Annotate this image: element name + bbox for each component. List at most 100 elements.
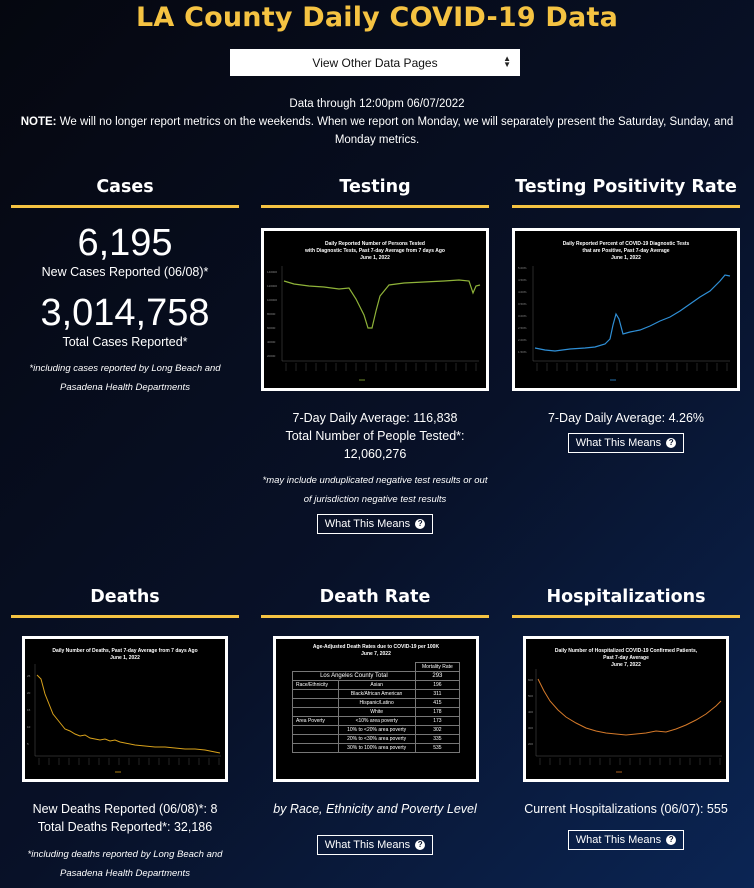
deaths-chart-title-2: June 1, 2022 bbox=[110, 655, 140, 661]
testing-header: Testing bbox=[261, 177, 489, 208]
row-label: Asian bbox=[337, 680, 416, 690]
svg-text:20: 20 bbox=[27, 691, 31, 695]
cases-header: Cases bbox=[11, 177, 239, 208]
question-circle-icon: ? bbox=[666, 835, 677, 846]
death-rate-total-value: 293 bbox=[414, 671, 461, 681]
group-label bbox=[292, 734, 339, 744]
testing-chart-title-3: June 1, 2022 bbox=[360, 255, 390, 261]
deaths-header: Deaths bbox=[11, 587, 239, 618]
deaths-series-line bbox=[36, 674, 221, 754]
question-circle-icon: ? bbox=[666, 438, 677, 449]
group-label: Race/Ethnicity bbox=[292, 680, 339, 690]
svg-text:5: 5 bbox=[27, 742, 29, 746]
svg-text:10: 10 bbox=[27, 725, 31, 729]
positivity-y-ticks: 5.00% 4.50% 4.00% 3.50% 3.00% 2.50% 2.00% 1.50… bbox=[518, 266, 527, 354]
testing-average: 7-Day Daily Average: 116,838 bbox=[292, 411, 458, 425]
svg-text:2.50%: 2.50% bbox=[518, 326, 527, 330]
deaths-y-ticks: 25 20 15 10 5 bbox=[27, 674, 31, 746]
deaths-stats: New Deaths Reported (06/08)*: 8 Total De… bbox=[11, 800, 239, 883]
hosp-what-this-means-button[interactable]: What This Means ? bbox=[567, 830, 685, 850]
svg-text:4.00%: 4.00% bbox=[518, 290, 527, 294]
testing-footnote: *may include unduplicated negative test … bbox=[262, 475, 488, 505]
positivity-x-ticks bbox=[536, 363, 728, 371]
row-label: 30% to 100% area poverty bbox=[337, 743, 416, 753]
button-label: What This Means bbox=[575, 437, 662, 449]
svg-text:40000: 40000 bbox=[267, 340, 276, 344]
svg-text:1.50%: 1.50% bbox=[518, 350, 527, 354]
death-rate-col-header: Mortality Rate bbox=[414, 662, 461, 672]
row-value: 335 bbox=[414, 734, 461, 744]
death-rate-header: Death Rate bbox=[261, 587, 489, 618]
positivity-chart-title-1: Daily Reported Percent of COVID-19 Diagn… bbox=[563, 241, 690, 247]
positivity-chart-title-2: that are Positive, Past 7-day Average bbox=[582, 248, 669, 254]
deaths-chart[interactable]: Daily Number of Deaths, Past 7-day Avera… bbox=[22, 636, 228, 782]
row-label: 10% to <20% area poverty bbox=[337, 725, 416, 735]
svg-text:200: 200 bbox=[528, 742, 533, 746]
row-value: 415 bbox=[414, 698, 461, 708]
positivity-what-this-means-button[interactable]: What This Means ? bbox=[567, 433, 685, 453]
svg-text:100000: 100000 bbox=[267, 298, 277, 302]
select-label: View Other Data Pages bbox=[312, 55, 438, 70]
group-label: Area Poverty bbox=[292, 716, 339, 726]
hospitalizations-chart[interactable]: Daily Number of Hospitalized COVID-19 Co… bbox=[523, 636, 729, 782]
death-rate-what-this-means-button[interactable]: What This Means ? bbox=[316, 835, 434, 855]
total-cases-label: Total Cases Reported* bbox=[62, 335, 188, 349]
testing-what-this-means-button[interactable]: What This Means ? bbox=[316, 514, 434, 534]
death-rate-total-label: Los Angeles County Total bbox=[292, 671, 416, 681]
new-cases-label: New Cases Reported (06/08)* bbox=[41, 265, 209, 279]
group-label bbox=[292, 743, 339, 753]
group-label bbox=[292, 698, 339, 708]
svg-text:80000: 80000 bbox=[267, 312, 276, 316]
sort-arrows-icon: ▲ ▼ bbox=[503, 54, 511, 69]
deaths-footnote: *including deaths reported by Long Beach… bbox=[27, 849, 223, 879]
testing-section: Testing bbox=[261, 177, 489, 208]
positivity-chart[interactable]: Daily Reported Percent of COVID-19 Diagn… bbox=[512, 228, 740, 391]
death-rate-table-chart[interactable]: Age-Adjusted Death Rates due to COVID-19… bbox=[273, 636, 479, 782]
row-label: Black/African American bbox=[337, 689, 416, 699]
testing-series-line bbox=[283, 279, 481, 329]
data-pages-select[interactable]: View Other Data Pages ▲ ▼ bbox=[230, 49, 520, 76]
cases-section: Cases 6,195 New Cases Reported (06/08)* … bbox=[11, 177, 239, 397]
row-label: Hispanic/Latino bbox=[337, 698, 416, 708]
hospitalizations-header: Hospitalizations bbox=[512, 587, 740, 618]
note-label: NOTE: bbox=[20, 116, 57, 128]
row-label: 20% to <30% area poverty bbox=[337, 734, 416, 744]
testing-y-ticks: 140000 120000 100000 80000 60000 40000 20000 bbox=[267, 270, 277, 358]
note-text: We will no longer report metrics on the … bbox=[56, 116, 734, 146]
death-rate-title-2: June 7, 2022 bbox=[361, 651, 391, 657]
testing-total-label: Total Number of People Tested*: bbox=[285, 429, 465, 443]
group-label bbox=[292, 689, 339, 699]
row-value: 178 bbox=[414, 707, 461, 717]
group-label bbox=[292, 725, 339, 735]
question-circle-icon: ? bbox=[415, 840, 426, 851]
row-value: 196 bbox=[414, 680, 461, 690]
svg-text:5.00%: 5.00% bbox=[518, 266, 527, 270]
hospitalizations-section: Hospitalizations bbox=[512, 587, 740, 618]
svg-text:120000: 120000 bbox=[267, 284, 277, 288]
svg-text:600: 600 bbox=[528, 678, 533, 682]
svg-text:140000: 140000 bbox=[267, 270, 277, 274]
deaths-x-ticks bbox=[38, 758, 220, 765]
row-value: 311 bbox=[414, 689, 461, 699]
hosp-series-line bbox=[537, 678, 722, 736]
testing-chart[interactable]: Daily Reported Number of Persons Tested … bbox=[261, 228, 489, 391]
positivity-header: Testing Positivity Rate bbox=[512, 177, 740, 208]
button-label: What This Means bbox=[575, 834, 662, 846]
row-value: 173 bbox=[414, 716, 461, 726]
testing-chart-title-2: with Diagnostic Tests, Past 7-day Averag… bbox=[304, 248, 445, 254]
hosp-y-ticks: 600 500 400 300 200 bbox=[528, 678, 533, 746]
row-value: 535 bbox=[414, 743, 461, 753]
hospitalizations-stats: Current Hospitalizations (06/07): 555 Wh… bbox=[512, 800, 740, 850]
testing-total-value: 12,060,276 bbox=[343, 447, 407, 461]
deaths-chart-title-1: Daily Number of Deaths, Past 7-day Avera… bbox=[52, 648, 197, 654]
svg-text:400: 400 bbox=[528, 710, 533, 714]
row-value: 302 bbox=[414, 725, 461, 735]
total-cases-value: 3,014,758 bbox=[40, 292, 210, 334]
svg-text:20000: 20000 bbox=[267, 354, 276, 358]
testing-stats: 7-Day Daily Average: 116,838 Total Numbe… bbox=[261, 409, 489, 534]
row-label: <10% area poverty bbox=[337, 716, 416, 726]
svg-text:4.50%: 4.50% bbox=[518, 278, 527, 282]
positivity-average: 7-Day Daily Average: 4.26% bbox=[547, 411, 705, 425]
svg-text:3.00%: 3.00% bbox=[518, 314, 527, 318]
svg-text:300: 300 bbox=[528, 726, 533, 730]
